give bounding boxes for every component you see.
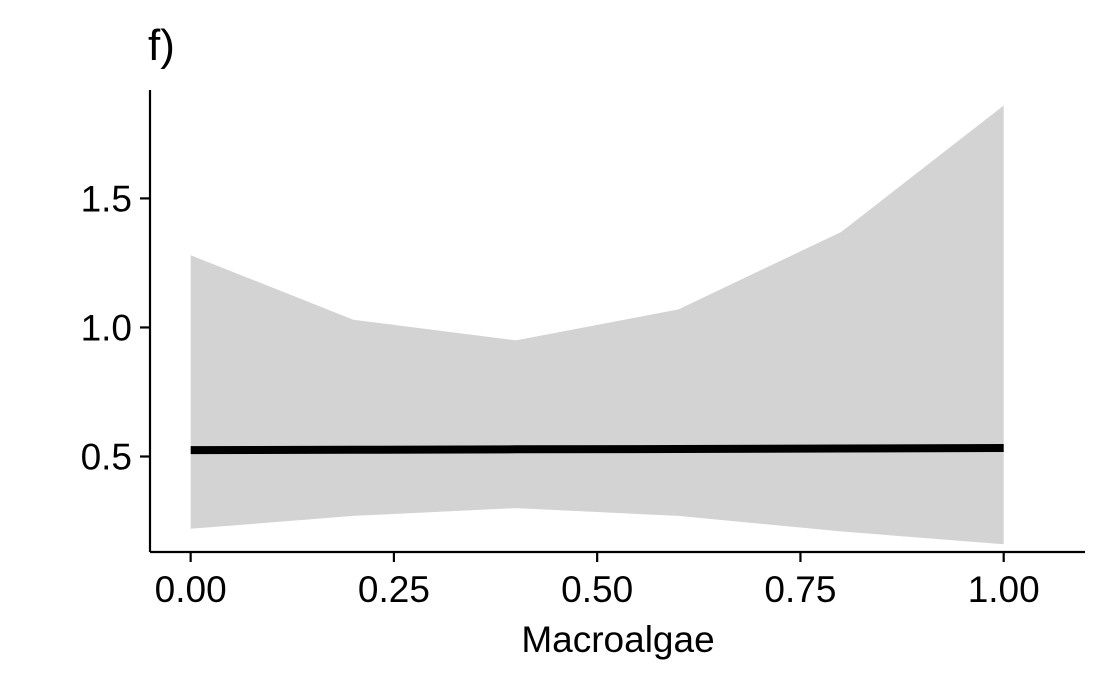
confidence-ribbon bbox=[190, 105, 1004, 545]
y-axis-ticks: 0.5 1.0 1.5 bbox=[81, 178, 150, 478]
x-axis-title: Macroalgae bbox=[521, 619, 714, 660]
x-tick-label: 0.50 bbox=[561, 569, 633, 610]
y-tick-label: 1.0 bbox=[81, 307, 132, 348]
confidence-ribbon-layer bbox=[190, 105, 1004, 545]
panel-label: f) bbox=[148, 21, 175, 70]
y-tick-label: 1.5 bbox=[81, 178, 132, 219]
y-tick-label: 0.5 bbox=[81, 437, 132, 478]
fit-line bbox=[190, 444, 1004, 455]
x-tick-label: 0.25 bbox=[358, 569, 430, 610]
x-axis-ticks: 0.00 0.25 0.50 0.75 1.00 bbox=[155, 552, 1040, 610]
x-tick-label: 1.00 bbox=[968, 569, 1040, 610]
axes bbox=[148, 90, 1085, 554]
x-tick-label: 0.00 bbox=[155, 569, 227, 610]
x-tick-label: 0.75 bbox=[764, 569, 836, 610]
fit-line-layer bbox=[190, 444, 1004, 455]
